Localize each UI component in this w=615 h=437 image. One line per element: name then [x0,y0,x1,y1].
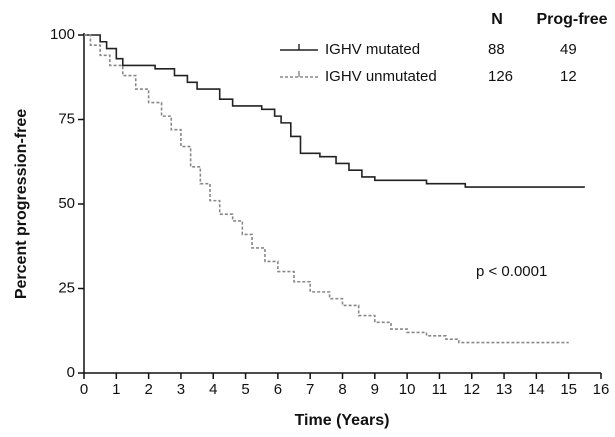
x-tick-label: 3 [177,381,185,398]
legend-n: 126 [488,68,513,85]
y-tick-label: 100 [50,26,75,43]
legend-header: N [491,11,503,28]
x-tick-label: 10 [399,381,416,398]
km-curve [84,34,569,344]
legend-label: IGHV unmutated [325,68,437,85]
x-tick-label: 15 [560,381,577,398]
x-tick-label: 16 [593,381,610,398]
y-tick-label: 50 [58,195,75,212]
y-tick-label: 25 [58,279,75,296]
x-tick-label: 7 [306,381,314,398]
x-tick-label: 6 [274,381,282,398]
legend-header: Prog-free [536,11,607,28]
y-axis-title: Percent progression-free [13,109,30,299]
x-tick-label: 1 [112,381,120,398]
x-tick-label: 12 [463,381,480,398]
x-tick-label: 11 [432,381,448,398]
annotation: p < 0.0001 [476,263,547,280]
legend-prog-free: 12 [560,68,577,85]
legend-label: IGHV mutated [325,41,420,58]
x-tick-label: 5 [241,381,249,398]
y-tick-label: 0 [67,364,75,381]
x-tick-label: 4 [209,381,217,398]
x-tick-label: 13 [496,381,513,398]
legend-n: 88 [488,41,505,58]
x-tick-label: 8 [338,381,346,398]
x-tick-label: 14 [528,381,545,398]
x-tick-label: 9 [371,381,379,398]
x-tick-label: 2 [144,381,152,398]
x-tick-label: 0 [80,381,88,398]
km-curve [84,34,585,188]
legend-prog-free: 49 [560,41,577,58]
y-tick-label: 75 [58,110,75,127]
x-axis-title: Time (Years) [295,412,390,429]
